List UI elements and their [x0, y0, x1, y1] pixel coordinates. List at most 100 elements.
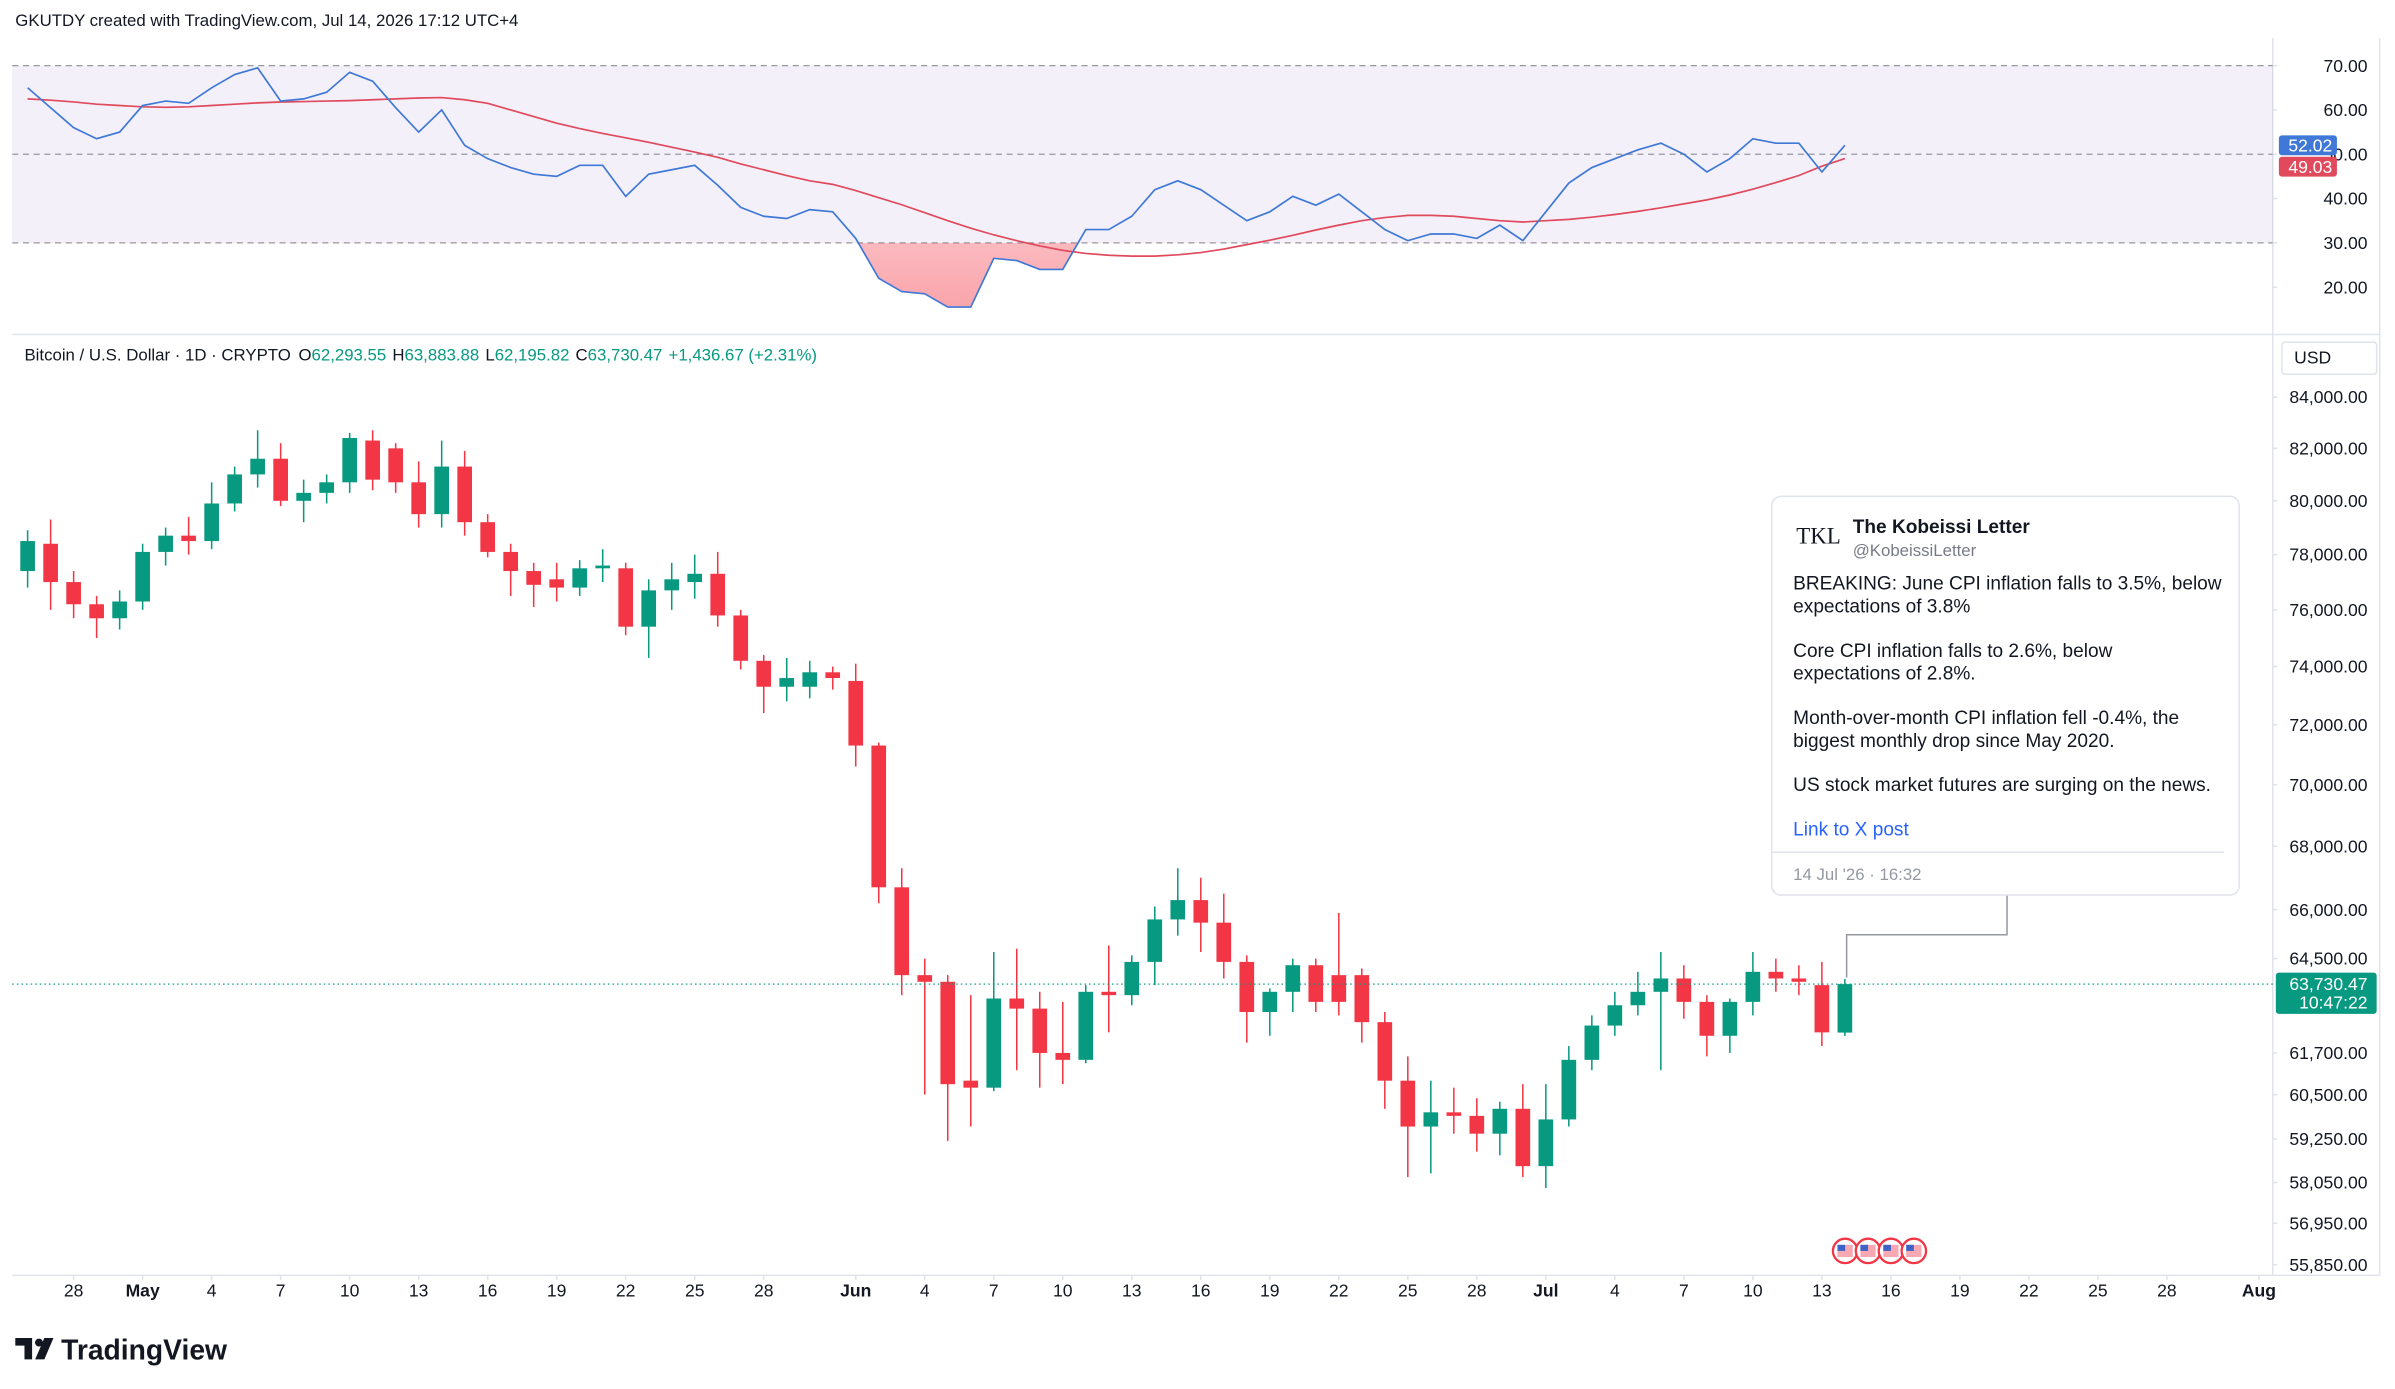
x-tick-label: Aug	[2242, 1281, 2276, 1301]
candle-body	[733, 615, 749, 661]
symbol-legend: Bitcoin / U.S. Dollar · 1D · CRYPTO O62,2…	[24, 345, 817, 364]
y-tick-label: 64,500.00	[2289, 949, 2367, 969]
ohlc-key: L	[485, 345, 494, 364]
rsi-line	[27, 66, 1846, 308]
candle-body	[1055, 1052, 1071, 1060]
candle-body	[687, 573, 703, 583]
rsi-band	[12, 65, 2273, 243]
y-tick-label: 58,050.00	[2289, 1173, 2367, 1193]
y-tick-label: 61,700.00	[2289, 1043, 2367, 1063]
y-tick-label: 76,000.00	[2289, 600, 2367, 620]
candle-body	[250, 458, 265, 475]
candle-body	[1446, 1112, 1462, 1116]
tweet-card[interactable]: TKL The Kobeissi Letter @KobeissiLetter …	[1771, 495, 2240, 896]
candle-body	[342, 437, 357, 483]
candle-body	[480, 522, 496, 552]
rsi-ma-line	[27, 96, 1846, 257]
candle-body	[1032, 1008, 1048, 1053]
event-flag[interactable]	[1831, 1237, 1859, 1265]
candle-body	[848, 680, 864, 746]
candle-body	[319, 482, 334, 493]
candle-body	[618, 568, 634, 627]
countdown-label: 10:47:22	[2299, 993, 2367, 1013]
x-tick-label: 13	[409, 1281, 429, 1301]
candle-body	[1239, 961, 1255, 1012]
candle-body	[1745, 971, 1761, 1002]
x-tick-label: 10	[1743, 1281, 1763, 1301]
y-tick-label: 55,850.00	[2289, 1255, 2367, 1275]
tweet-line: Core CPI inflation falls to 2.6%, below	[1793, 641, 2112, 662]
rsi-tick-label: 60.00	[2324, 100, 2368, 120]
x-tick-label: 4	[1610, 1281, 1620, 1301]
candle-body	[112, 601, 127, 619]
x-tick-label: 7	[1679, 1281, 1689, 1301]
rsi-value-box	[2278, 156, 2337, 177]
x-tick-label: May	[126, 1281, 160, 1301]
rsi-tick-label: 70.00	[2324, 56, 2368, 76]
y-tick-label: 84,000.00	[2289, 387, 2367, 407]
x-tick-label: 10	[340, 1281, 360, 1301]
candle-body	[595, 565, 611, 569]
candle-body	[802, 672, 818, 687]
candle-body	[296, 492, 311, 501]
candle-body	[1147, 919, 1163, 962]
candle-body	[940, 981, 956, 1085]
candle-body	[43, 543, 58, 583]
candle-body	[89, 604, 104, 619]
rsi-tick-label: 30.00	[2324, 233, 2368, 253]
y-tick-label: 60,500.00	[2289, 1085, 2367, 1105]
x-tick-label: 10	[1053, 1281, 1073, 1301]
currency-box[interactable]	[2281, 341, 2378, 375]
tweet-line: expectations of 3.8%	[1793, 596, 1970, 617]
tweet-line: Month-over-month CPI inflation fell -0.4…	[1793, 708, 2179, 729]
logo-dot	[35, 1338, 43, 1347]
candle-body	[1377, 1022, 1393, 1081]
rsi-tick-label: 20.00	[2324, 277, 2368, 297]
x-tick-label: 19	[547, 1281, 567, 1301]
ohlc-value: 63,730.47	[588, 345, 663, 364]
candle-body	[1768, 971, 1784, 979]
rsi-oversold-fill	[27, 242, 1845, 308]
ohlc-value: 63,883.88	[405, 345, 480, 364]
y-tick-label: 70,000.00	[2289, 775, 2367, 795]
tweet-line: biggest monthly drop since May 2020.	[1793, 731, 2114, 752]
candle-body	[227, 474, 242, 504]
event-flag[interactable]	[1854, 1237, 1882, 1265]
candle-body	[1216, 922, 1232, 962]
tweet-link[interactable]: Link to X post	[1793, 819, 1909, 840]
candle-body	[20, 541, 35, 572]
logo-slash	[35, 1337, 54, 1360]
candle-body	[779, 678, 795, 687]
candle-body	[894, 887, 910, 976]
y-tick-label: 59,250.00	[2289, 1129, 2367, 1149]
ohlc-value: 62,293.55	[312, 345, 387, 364]
candle-body	[1515, 1108, 1531, 1167]
rsi-pane	[12, 65, 2273, 308]
candle-body	[204, 503, 219, 542]
x-tick-label: 28	[1467, 1281, 1487, 1301]
tweet-date: 14 Jul '26 · 16:32	[1793, 865, 1921, 884]
candle-body	[1538, 1119, 1554, 1167]
rsi-value-label: 49.03	[2288, 157, 2332, 177]
x-tick-label: 13	[1812, 1281, 1832, 1301]
brand-name: TradingView	[61, 1333, 228, 1365]
candle-body	[1308, 965, 1324, 1002]
candle-body	[1423, 1112, 1439, 1127]
event-flags[interactable]	[1831, 1237, 1928, 1265]
x-tick-label: 25	[1398, 1281, 1418, 1301]
y-tick-label: 56,950.00	[2289, 1213, 2367, 1233]
candle-body	[1285, 965, 1301, 992]
candle-body	[66, 582, 81, 605]
candle-body	[756, 660, 772, 687]
x-tick-label: 7	[989, 1281, 999, 1301]
candle-body	[825, 672, 841, 679]
x-tick-label: 16	[478, 1281, 498, 1301]
logo-mark	[15, 1337, 33, 1360]
candle-body	[1262, 991, 1278, 1012]
event-flag[interactable]	[1900, 1237, 1928, 1265]
brand-logo[interactable]: TradingView	[15, 1333, 228, 1365]
event-flag[interactable]	[1877, 1237, 1905, 1265]
x-tick-label: 22	[1329, 1281, 1349, 1301]
